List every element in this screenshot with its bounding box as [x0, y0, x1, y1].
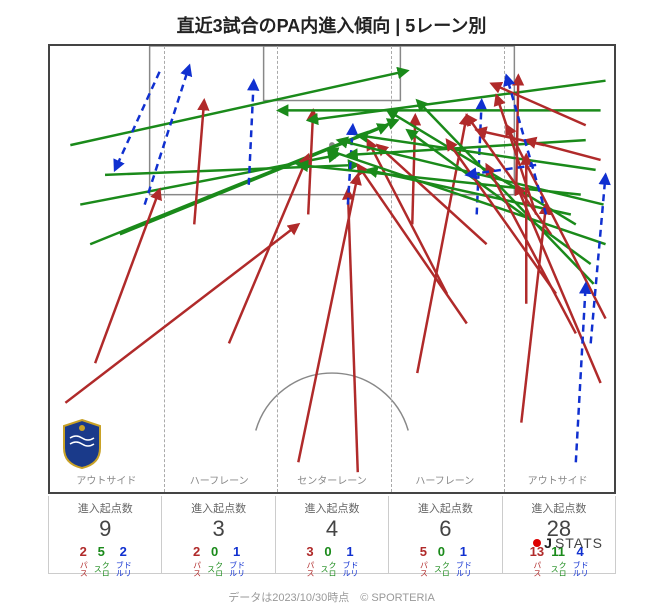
breakdown-value: 2: [80, 544, 87, 559]
lane-divider: [391, 46, 392, 492]
breakdown-label: ドリブル: [229, 559, 245, 579]
origin-count-total: 9: [49, 516, 161, 542]
lane-label: アウトサイド: [50, 472, 163, 490]
lane-stats: 進入起点数92パス5クロス2ドリブル進入起点数32パス0クロス1ドリブル進入起点…: [48, 496, 616, 574]
lane-stat: 進入起点数92パス5クロス2ドリブル: [49, 496, 162, 574]
breakdown-label: ドリブル: [572, 559, 588, 579]
breakdown-value: 1: [233, 544, 240, 559]
breakdown-item: 0クロス: [320, 544, 336, 579]
breakdown-value: 0: [211, 544, 218, 559]
breakdown-value: 0: [324, 544, 331, 559]
origin-count-total: 4: [276, 516, 388, 542]
team-badge: [60, 418, 104, 470]
origin-count-label: 進入起点数: [276, 500, 388, 516]
breakdown-value: 5: [420, 544, 427, 559]
breakdown-label: クロス: [93, 559, 109, 579]
breakdown-value: 5: [98, 544, 105, 559]
breakdown-value: 0: [438, 544, 445, 559]
breakdown: 3パス 0クロス 1ドリブル: [276, 544, 388, 579]
breakdown-label: クロス: [550, 559, 566, 579]
breakdown-label: ドリブル: [455, 559, 471, 579]
lane-stat: 進入起点数43パス0クロス1ドリブル: [276, 496, 389, 574]
breakdown: 2パス5クロス2ドリブル: [49, 544, 161, 579]
breakdown-item: 2ドリブル: [115, 544, 131, 579]
breakdown: 2パス 0クロス 1ドリブル: [162, 544, 274, 579]
origin-count-label: 進入起点数: [389, 500, 501, 516]
origin-count-total: 6: [389, 516, 501, 542]
origin-count-total: 3: [162, 516, 274, 542]
breakdown-label: ドリブル: [115, 559, 131, 579]
origin-count-label: 進入起点数: [162, 500, 274, 516]
origin-count-label: 進入起点数: [503, 500, 615, 516]
brand-text: STATS: [555, 535, 603, 551]
breakdown-item: 2パス: [79, 544, 87, 579]
breakdown-label: パス: [306, 559, 314, 579]
lane-stat: 進入起点数32パス0クロス1ドリブル: [162, 496, 275, 574]
pitch-markings: [50, 46, 614, 492]
breakdown-label: ドリブル: [342, 559, 358, 579]
lane-divider: [277, 46, 278, 492]
breakdown-item: 3パス: [306, 544, 314, 579]
breakdown-item: 0クロス: [207, 544, 223, 579]
chart-title: 直近3試合のPA内進入傾向 | 5レーン別: [0, 12, 663, 38]
brand-logo: J STATS: [533, 535, 603, 551]
breakdown-label: パス: [419, 559, 427, 579]
breakdown-value: 3: [306, 544, 313, 559]
breakdown-item: 5クロス: [93, 544, 109, 579]
origin-count-label: 進入起点数: [49, 500, 161, 516]
breakdown-item: 2パス: [193, 544, 201, 579]
breakdown: 5パス 0クロス 1ドリブル: [389, 544, 501, 579]
breakdown-label: クロス: [207, 559, 223, 579]
brand-j: J: [544, 535, 552, 551]
lane-divider: [504, 46, 505, 492]
breakdown-label: クロス: [320, 559, 336, 579]
breakdown-item: 5パス: [419, 544, 427, 579]
breakdown-item: 1ドリブル: [342, 544, 358, 579]
breakdown-value: 2: [120, 544, 127, 559]
breakdown-label: クロス: [433, 559, 449, 579]
footer-text: データは2023/10/30時点 © SPORTERIA: [0, 589, 663, 605]
pitch-area: アウトサイドハーフレーンセンターレーンハーフレーンアウトサイド: [48, 44, 616, 494]
breakdown-item: 0クロス: [433, 544, 449, 579]
breakdown-item: 1ドリブル: [455, 544, 471, 579]
breakdown-label: パス: [533, 559, 541, 579]
lane-divider: [164, 46, 165, 492]
breakdown-value: 1: [346, 544, 353, 559]
breakdown-value: 1: [460, 544, 467, 559]
lane-label: アウトサイド: [501, 472, 614, 490]
breakdown-item: 1ドリブル: [229, 544, 245, 579]
brand-dot-icon: [533, 539, 541, 547]
breakdown-label: パス: [79, 559, 87, 579]
breakdown-label: パス: [193, 559, 201, 579]
lane-label: センターレーン: [276, 472, 389, 490]
lane-stat: 進入起点数65パス0クロス1ドリブル: [389, 496, 502, 574]
lane-label: ハーフレーン: [388, 472, 501, 490]
breakdown-value: 2: [193, 544, 200, 559]
lane-label: ハーフレーン: [163, 472, 276, 490]
